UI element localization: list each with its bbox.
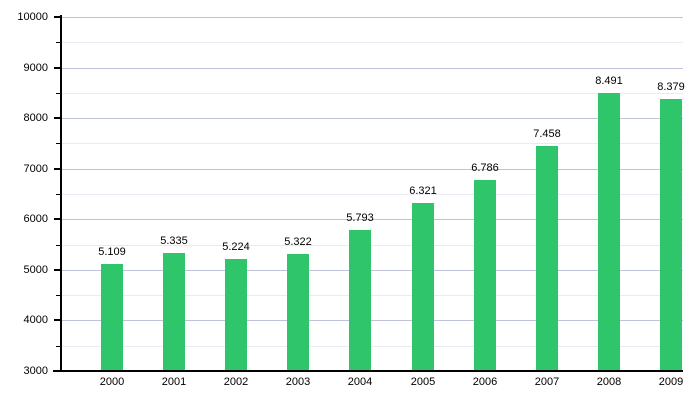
y-axis-tick xyxy=(54,117,60,119)
major-gridline xyxy=(62,169,683,170)
bar-value-label: 5.793 xyxy=(346,212,374,224)
y-axis-tick-label: 3000 xyxy=(23,365,48,377)
y-axis-tick-label: 10000 xyxy=(17,11,48,23)
minor-gridline xyxy=(62,346,683,347)
y-axis-tick xyxy=(56,93,60,94)
minor-gridline xyxy=(62,295,683,296)
y-axis-tick xyxy=(56,194,60,195)
bar-2003 xyxy=(287,254,309,371)
y-axis-tick-label: 4000 xyxy=(23,314,48,326)
minor-gridline xyxy=(62,194,683,195)
x-axis-tick-label: 2009 xyxy=(658,376,684,388)
y-axis-line xyxy=(60,15,62,372)
minor-gridline xyxy=(62,245,683,246)
bar-value-label: 8.491 xyxy=(595,75,623,87)
y-axis-tick xyxy=(56,346,60,347)
bar-value-label: 5.109 xyxy=(98,246,126,258)
x-axis-tick-label: 2002 xyxy=(223,376,249,388)
x-axis-tick-label: 2004 xyxy=(347,376,373,388)
y-axis-tick xyxy=(54,16,60,18)
x-axis-tick-label: 2006 xyxy=(472,376,498,388)
bar-2006 xyxy=(474,180,496,371)
minor-gridline xyxy=(62,143,683,144)
y-axis-tick xyxy=(54,269,60,271)
bar-2009 xyxy=(660,99,682,371)
y-axis-tick xyxy=(54,218,60,220)
y-axis-tick xyxy=(56,42,60,43)
bar-value-label: 6.321 xyxy=(409,185,437,197)
y-axis-tick xyxy=(54,319,60,321)
y-axis-tick xyxy=(54,67,60,69)
bar-value-label: 5.322 xyxy=(284,236,312,248)
minor-gridline xyxy=(62,93,683,94)
x-axis-tick-label: 2001 xyxy=(161,376,187,388)
major-gridline xyxy=(62,68,683,69)
y-axis-tick xyxy=(54,168,60,170)
bar-2001 xyxy=(163,253,185,371)
bar-value-label: 5.224 xyxy=(222,241,250,253)
major-gridline xyxy=(62,17,683,18)
bar-2000 xyxy=(101,264,123,371)
bar-2008 xyxy=(598,93,620,371)
y-axis-tick-label: 9000 xyxy=(23,62,48,74)
x-axis-line xyxy=(53,370,683,372)
bar-value-label: 8.379 xyxy=(657,81,685,93)
x-axis-tick-label: 2003 xyxy=(285,376,311,388)
y-axis-tick-label: 8000 xyxy=(23,112,48,124)
bar-2005 xyxy=(412,203,434,371)
y-axis-tick-label: 7000 xyxy=(23,163,48,175)
x-axis-tick-label: 2007 xyxy=(534,376,560,388)
bar-value-label: 5.335 xyxy=(160,235,188,247)
y-axis-tick xyxy=(56,245,60,246)
major-gridline xyxy=(62,270,683,271)
x-axis-tick-label: 2005 xyxy=(410,376,436,388)
minor-gridline xyxy=(62,42,683,43)
major-gridline xyxy=(62,320,683,321)
major-gridline xyxy=(62,118,683,119)
bar-value-label: 7.458 xyxy=(533,128,561,140)
bar-value-label: 6.786 xyxy=(471,162,499,174)
y-axis-tick-label: 5000 xyxy=(23,264,48,276)
y-axis-tick xyxy=(56,295,60,296)
x-axis-tick-label: 2000 xyxy=(99,376,125,388)
y-axis-tick-label: 6000 xyxy=(23,213,48,225)
bar-2002 xyxy=(225,259,247,371)
y-axis-tick xyxy=(56,143,60,144)
x-axis-tick-label: 2008 xyxy=(596,376,622,388)
major-gridline xyxy=(62,219,683,220)
bar-2004 xyxy=(349,230,371,371)
bar-2007 xyxy=(536,146,558,371)
